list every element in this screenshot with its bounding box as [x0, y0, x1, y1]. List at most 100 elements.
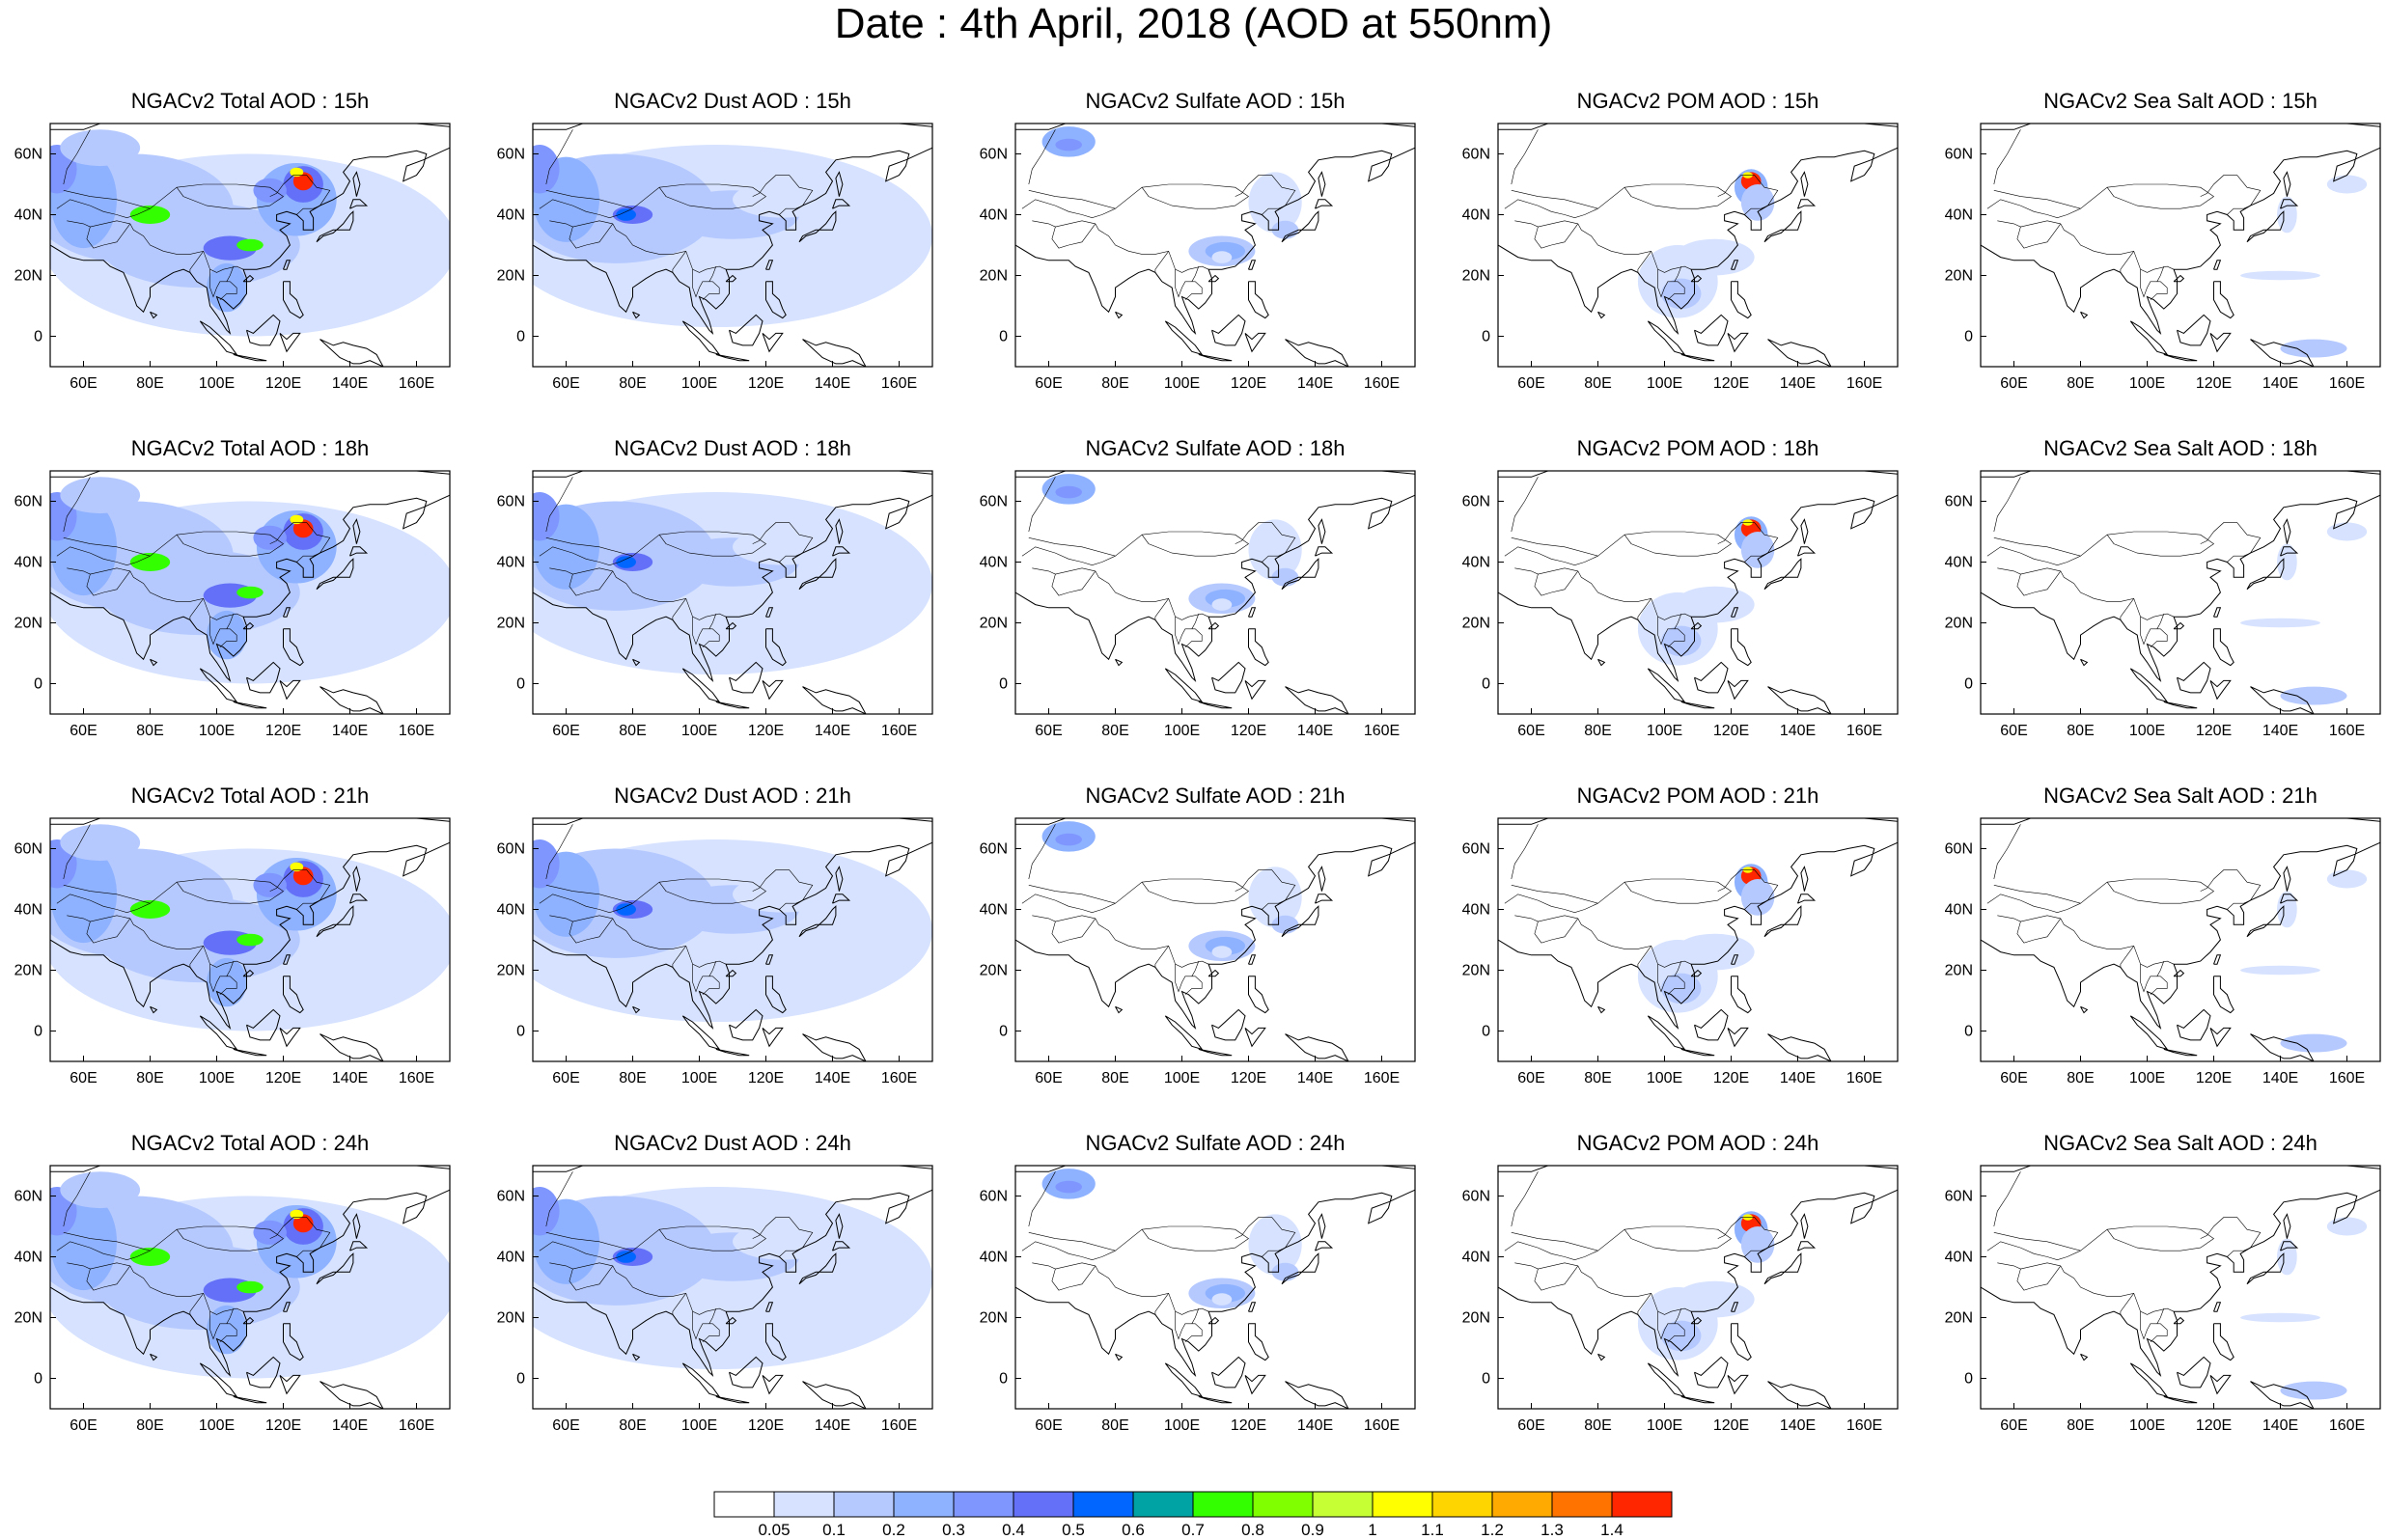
coastline [246, 314, 281, 346]
coastline [2213, 976, 2234, 1014]
coastline [1597, 311, 1606, 319]
country-border [708, 613, 717, 629]
coastline [832, 199, 851, 209]
panel-title: NGACv2 POM AOD : 18h [1576, 436, 1819, 460]
aod-field [533, 1166, 932, 1409]
coastline [765, 281, 787, 319]
y-tick-label: 40N [497, 555, 525, 571]
country-border [572, 1262, 727, 1315]
x-tick-label: 140E [1780, 1070, 1816, 1086]
country-border [56, 199, 151, 219]
coastline [50, 124, 450, 130]
colorbar-swatch [1611, 1491, 1673, 1518]
country-border [1511, 878, 1733, 904]
coastline [765, 260, 774, 270]
country-border [1191, 613, 1200, 629]
x-tick-label: 160E [2329, 375, 2365, 392]
coastline [1767, 686, 1832, 714]
y-tick-label: 40N [1462, 1250, 1490, 1266]
x-tick-label: 120E [748, 1070, 784, 1086]
y-tick-label: 40N [980, 1250, 1008, 1266]
panel-title: NGACv2 POM AOD : 21h [1576, 784, 1819, 808]
y-tick-label: 60N [1945, 1189, 1973, 1205]
coastline [50, 818, 450, 825]
coastline [50, 494, 450, 682]
colorbar-label: 0.7 [1181, 1521, 1205, 1539]
country-border [1175, 617, 1203, 647]
coastline [352, 1213, 361, 1239]
x-tick-label: 120E [748, 375, 784, 392]
coastline [1498, 471, 1898, 478]
coastline [1315, 894, 1334, 904]
x-tick-label: 120E [2196, 375, 2232, 392]
aod-map: 60E 80E 100E 120E 140E 160E 60N 40N 20N 0 [1945, 470, 2381, 739]
y-tick-label: 20N [1945, 268, 1973, 285]
coastline [1694, 1008, 1729, 1041]
x-tick-label: 60E [1035, 723, 1062, 739]
coastline [1727, 1374, 1749, 1395]
coastline [1015, 1166, 1415, 1172]
coastline [1981, 124, 2380, 130]
aod-plume [207, 1305, 247, 1355]
country-border [708, 1307, 717, 1324]
panel-title: NGACv2 POM AOD : 15h [1576, 89, 1819, 113]
aod-plume [733, 180, 833, 218]
country-border [1028, 878, 1250, 904]
colorbar-swatch [1072, 1491, 1134, 1518]
coastline [1767, 339, 1832, 367]
country-border [63, 1171, 91, 1227]
coastline [199, 320, 238, 356]
panel-title: NGACv2 Sulfate AOD : 15h [1085, 89, 1346, 113]
coastline [1248, 976, 1269, 1014]
aod-map: 60E 80E 100E 120E 140E 160E 60N 40N 20N 0 [980, 123, 1416, 392]
coastline [2213, 281, 2234, 319]
country-border [2020, 220, 2175, 273]
map-frame [1497, 1165, 1899, 1410]
y-tick-label: 40N [1945, 555, 1973, 571]
country-border [545, 183, 767, 209]
coastline [1015, 1189, 1415, 1377]
aod-field [50, 124, 450, 367]
aod-plume [99, 896, 300, 983]
coastline [725, 969, 737, 977]
country-border [545, 824, 573, 880]
x-tick-label: 120E [2196, 723, 2232, 739]
country-border [545, 878, 767, 904]
coastline [1498, 1166, 1898, 1172]
country-border [269, 175, 331, 215]
map-frame [1014, 1165, 1416, 1410]
coastline [242, 621, 255, 630]
country-border [572, 220, 727, 273]
x-tick-label: 60E [552, 723, 579, 739]
coastline [2280, 546, 2299, 557]
country-border [1514, 915, 1579, 944]
x-tick-label: 80E [2067, 1417, 2094, 1434]
map-panel-dust: NGACv2 Dust AOD : 18h 60E 80E 100E 120E 140E 1… [497, 347, 1015, 739]
coastline [1647, 320, 1686, 356]
coastline [1315, 546, 1334, 557]
aod-plume [1211, 946, 1233, 958]
coastline [2163, 353, 2198, 362]
aod-field [50, 1166, 450, 1409]
y-tick-label: 0 [999, 329, 1008, 345]
map-panel-total: NGACv2 Total AOD : 18h 60E 80E 100E 120E 140E… [14, 347, 533, 739]
country-border [1514, 1262, 1579, 1291]
country-border [1191, 1307, 1200, 1324]
y-tick-label: 0 [516, 1024, 525, 1040]
colorbar-swatch [1132, 1491, 1194, 1518]
aod-map: 60E 80E 100E 120E 140E 160E 60N 40N 20N 0 [14, 123, 451, 392]
country-border [692, 269, 720, 300]
coastline [352, 171, 361, 197]
colorbar-swatch [1431, 1491, 1493, 1518]
coastline [2280, 1241, 2299, 1251]
y-tick-label: 0 [1964, 1371, 1973, 1388]
map-panel-pom: NGACv2 POM AOD : 24h 60E 80E 100E 120E 140E 16… [1462, 1042, 1981, 1434]
coastline [283, 281, 304, 319]
colorbar-label: 1.1 [1421, 1521, 1444, 1539]
y-tick-label: 20N [497, 1310, 525, 1327]
x-tick-label: 60E [1517, 375, 1544, 392]
coastline [1198, 701, 1233, 709]
coastline [533, 841, 932, 1030]
country-border [1511, 531, 1733, 557]
figure-title: Date : 4th April, 2018 (AOD at 550nm) [834, 0, 1553, 47]
